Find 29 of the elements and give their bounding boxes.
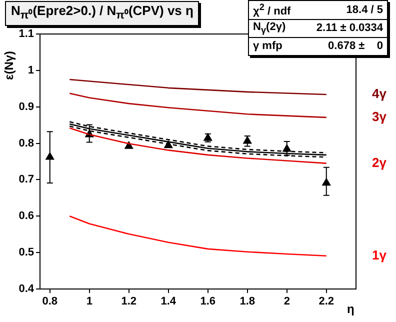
y-tick-label: 0.9 [18,100,34,113]
annotation: N$_{γ}$(2γ) [248,19,302,38]
y-tick-label: 1 [28,64,34,76]
x-tick-label: 1.2 [121,296,137,308]
x-tick-label: 1.4 [160,296,177,308]
text: 4γ [372,86,388,102]
x-tick-label: 2.2 [318,296,334,308]
y-tick-label: 0.5 [18,246,34,259]
y-tick-label: 1.1 [18,28,34,40]
y-tick-label: 0.6 [18,210,34,222]
chart-title: N$_{π⁰}$(Epre2>0.) / N$_{π⁰}$(CPV) vs η [5,1,200,26]
text: 1γ [372,247,388,262]
x-tick-label: 1.6 [200,296,216,308]
annotation: 0.678 ± 0 [301,37,388,56]
text: 2γ [372,154,388,170]
annotation: γ mfp [248,37,302,56]
x-axis-title: η [347,302,354,316]
x-tick-label: 1.8 [240,296,256,308]
y-axis-title: ε(Nγ) [2,50,16,80]
text: 3γ [372,109,388,124]
text: 18.4 / 5 [345,2,384,18]
y-tick-label: 0.4 [18,283,35,296]
x-tick-label: 2 [284,296,290,308]
x-tick-label: 1 [86,296,92,308]
y-tick-label: 0.8 [18,137,34,150]
x-tick-label: 0.8 [42,296,58,308]
annotation: 2.11 ± 0.0334 [301,19,388,38]
text: χ$^{2}$ / ndf [252,1,292,20]
y-tick-label: 0.7 [18,174,34,186]
